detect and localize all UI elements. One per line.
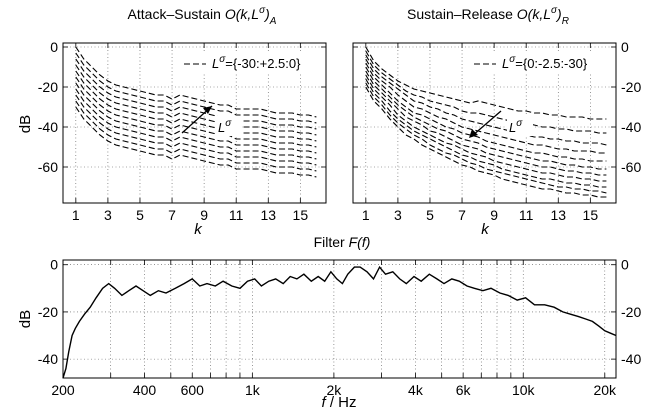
sustain-release-series-line-2: [365, 50, 607, 134]
sustain-release-x-tick-label: 7: [458, 207, 466, 223]
sustain-release-series-line-4: [365, 58, 607, 154]
sustain-release-legend-box: [470, 51, 613, 73]
attack-sustain-title: Attack–Sustain O(k,Lσ)A: [128, 5, 277, 27]
attack-sustain-x-tick-label: 3: [104, 207, 112, 223]
attack-sustain-annotation: Lσ: [181, 105, 242, 136]
sustain-release-plot-frame: [352, 42, 617, 204]
attack-sustain-series-line-5: [75, 70, 317, 142]
sustain-release-y-tick-label-right: 0: [621, 39, 629, 55]
attack-sustain-legend: Lσ={-30:+2.5:0}: [180, 51, 323, 73]
sustain-release-series-line-3: [365, 54, 607, 146]
attack-sustain-series-line-7: [75, 82, 317, 154]
filter-y-tick-label-right: -40: [621, 351, 641, 367]
sustain-release-series-line-6: [365, 66, 607, 170]
attack-sustain-y-tick-label: 0: [50, 39, 58, 55]
attack-sustain-panel: Attack–Sustain O(k,Lσ)A 1 3 5 7 9 11 13 150-20-…: [17, 5, 327, 238]
attack-sustain-x-tick-label: 11: [229, 207, 244, 223]
attack-sustain-x-tick-label: 7: [168, 207, 176, 223]
filter-plot-frame: [62, 259, 617, 379]
filter-panel: 200 400 600 1k 2k 4k 6k 10k 20k 0 0 -20 -20 -40 -40 dB…: [17, 257, 641, 411]
filter-x-label: f / Hz: [321, 394, 356, 411]
sustain-release-x-tick-label: 11: [519, 207, 534, 223]
attack-sustain-legend-box: [180, 51, 323, 73]
sustain-release-legend: Lσ={0:-2.5:-30}: [470, 51, 613, 73]
sustain-release-y-tick-label-right: -20: [621, 79, 641, 95]
sustain-release-panel: Sustain–Release O(k,Lσ)R 1 3 5 7 9 11 13 150-20…: [352, 5, 641, 238]
filter-x-tick-label: 20k: [593, 382, 617, 398]
filter-x-tick-label: 10k: [512, 382, 536, 398]
filter-x-tick-label: 1k: [245, 382, 261, 398]
attack-sustain-series-line-11: [75, 106, 317, 178]
attack-sustain-annotation-bg: [216, 116, 242, 136]
sustain-release-x-label: k: [481, 221, 490, 238]
sustain-release-series-line-5: [365, 62, 607, 162]
attack-sustain-series-line-4: [75, 64, 317, 136]
filter-x-tick-label: 600: [181, 382, 205, 398]
sustain-release-x-tick-label: 9: [490, 207, 498, 223]
sustain-release-series-line-9: [365, 78, 607, 188]
attack-sustain-series-line-3: [75, 58, 317, 130]
sustain-release-annotation-bg: [507, 116, 533, 136]
filter-x-tick-label: 200: [51, 382, 75, 398]
filter-x-tick-label: 4k: [408, 382, 424, 398]
sustain-release-series-line-1: [365, 46, 607, 120]
attack-sustain-x-label: k: [194, 221, 203, 238]
sustain-release-x-tick-label: 5: [426, 207, 434, 223]
sustain-release-x-tick-label: 1: [362, 207, 370, 223]
attack-sustain-y-tick-label: -40: [38, 119, 58, 135]
sustain-release-arrow-shaft: [471, 110, 502, 137]
attack-sustain-x-tick-label: 9: [200, 207, 208, 223]
filter-y-tick-label: -40: [38, 351, 58, 367]
sustain-release-y-tick-label-right: -60: [621, 159, 641, 175]
attack-sustain-arrow-head: [203, 106, 212, 114]
filter-x-tick-label: 400: [133, 382, 157, 398]
sustain-release-y-tick-label-right: -40: [621, 119, 641, 135]
sustain-release-series-line-10: [365, 82, 607, 194]
attack-sustain-series-line-8: [75, 88, 317, 160]
attack-sustain-series-line-2: [75, 52, 317, 124]
attack-sustain-annotation-text: Lσ: [218, 118, 232, 135]
attack-sustain-series-line-1: [75, 46, 317, 118]
sustain-release-title: Sustain–Release O(k,Lσ)R: [407, 5, 569, 27]
sustain-release-annotation: Lσ: [469, 110, 533, 138]
attack-sustain-y-tick-label: -20: [38, 79, 58, 95]
attack-sustain-x-tick-label: 15: [293, 207, 309, 223]
filter-y-tick-label-right: 0: [621, 257, 629, 273]
filter-x-tick-label: 2k: [326, 382, 342, 398]
filter-series-line-1: [62, 265, 617, 379]
sustain-release-x-tick-label: 15: [583, 207, 599, 223]
attack-sustain-x-tick-label: 5: [136, 207, 144, 223]
attack-sustain-y-tick-label: -60: [38, 159, 58, 175]
filter-y-tick-label: -20: [38, 304, 58, 320]
sustain-release-x-tick-label: 3: [394, 207, 402, 223]
sustain-release-legend-text: Lσ={0:-2.5:-30}: [502, 54, 588, 71]
attack-sustain-x-tick-label: 13: [260, 207, 276, 223]
sustain-release-annotation-text: Lσ: [509, 118, 523, 135]
filter-y-label: dB: [17, 310, 34, 328]
attack-sustain-plot-frame: [62, 42, 327, 204]
attack-sustain-series-line-10: [75, 100, 317, 172]
filter-y-tick-label: 0: [50, 257, 58, 273]
attack-sustain-series-line-6: [75, 76, 317, 148]
attack-sustain-series-line-9: [75, 94, 317, 166]
attack-sustain-x-tick-label: 1: [72, 207, 80, 223]
sustain-release-x-tick-label: 13: [550, 207, 566, 223]
attack-sustain-legend-text: Lσ={-30:+2.5:0}: [212, 54, 301, 71]
sustain-release-arrow-head: [469, 129, 478, 138]
filter-title: Filter F(f): [314, 234, 371, 250]
filter-y-tick-label-right: -20: [621, 304, 641, 320]
attack-sustain-y-label: dB: [17, 115, 34, 133]
sustain-release-series-line-11: [365, 86, 607, 198]
filter-x-tick-label: 6k: [456, 382, 472, 398]
